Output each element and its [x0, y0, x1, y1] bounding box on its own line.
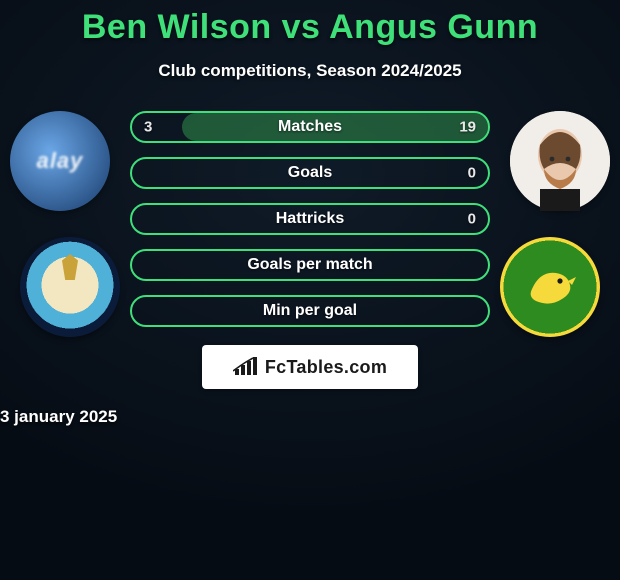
- stat-label: Hattricks: [276, 210, 344, 228]
- stat-label: Goals per match: [247, 256, 372, 274]
- stat-bar: Min per goal: [130, 295, 490, 327]
- canary-icon: [522, 259, 578, 315]
- stat-label: Goals: [288, 164, 332, 182]
- subtitle: Club competitions, Season 2024/2025: [158, 61, 461, 81]
- club-right-crest: [500, 237, 600, 337]
- face-icon: [510, 111, 610, 211]
- stat-bar: 3 Matches 19: [130, 111, 490, 143]
- stat-bar: Goals per match: [130, 249, 490, 281]
- stat-label: Min per goal: [263, 302, 357, 320]
- comparison-card: Ben Wilson vs Angus Gunn Club competitio…: [0, 0, 620, 580]
- date-text: 3 january 2025: [0, 407, 620, 427]
- comparison-body: alay 3Matches19Goals0Hat: [0, 111, 620, 427]
- stat-left-value: 3: [144, 119, 152, 136]
- player-right-avatar: [510, 111, 610, 211]
- stat-bar: Goals 0: [130, 157, 490, 189]
- watermark: FcTables.com: [202, 345, 418, 389]
- stat-bars: 3 Matches 19 Goals 0 Hattricks 0 Goals per matc…: [130, 111, 490, 327]
- club-left-crest: [20, 237, 120, 337]
- stat-right-value: 0: [468, 211, 476, 228]
- stat-label: Matches: [278, 118, 342, 136]
- avatar-placeholder-text: alay: [37, 148, 84, 174]
- stat-right-value: 0: [468, 165, 476, 182]
- watermark-text: FcTables.com: [265, 357, 387, 378]
- stat-bar: Hattricks 0: [130, 203, 490, 235]
- page-title: Ben Wilson vs Angus Gunn: [82, 8, 538, 47]
- chart-icon: [233, 357, 259, 377]
- stat-right-value: 19: [459, 119, 476, 136]
- player-left-avatar: alay: [10, 111, 110, 211]
